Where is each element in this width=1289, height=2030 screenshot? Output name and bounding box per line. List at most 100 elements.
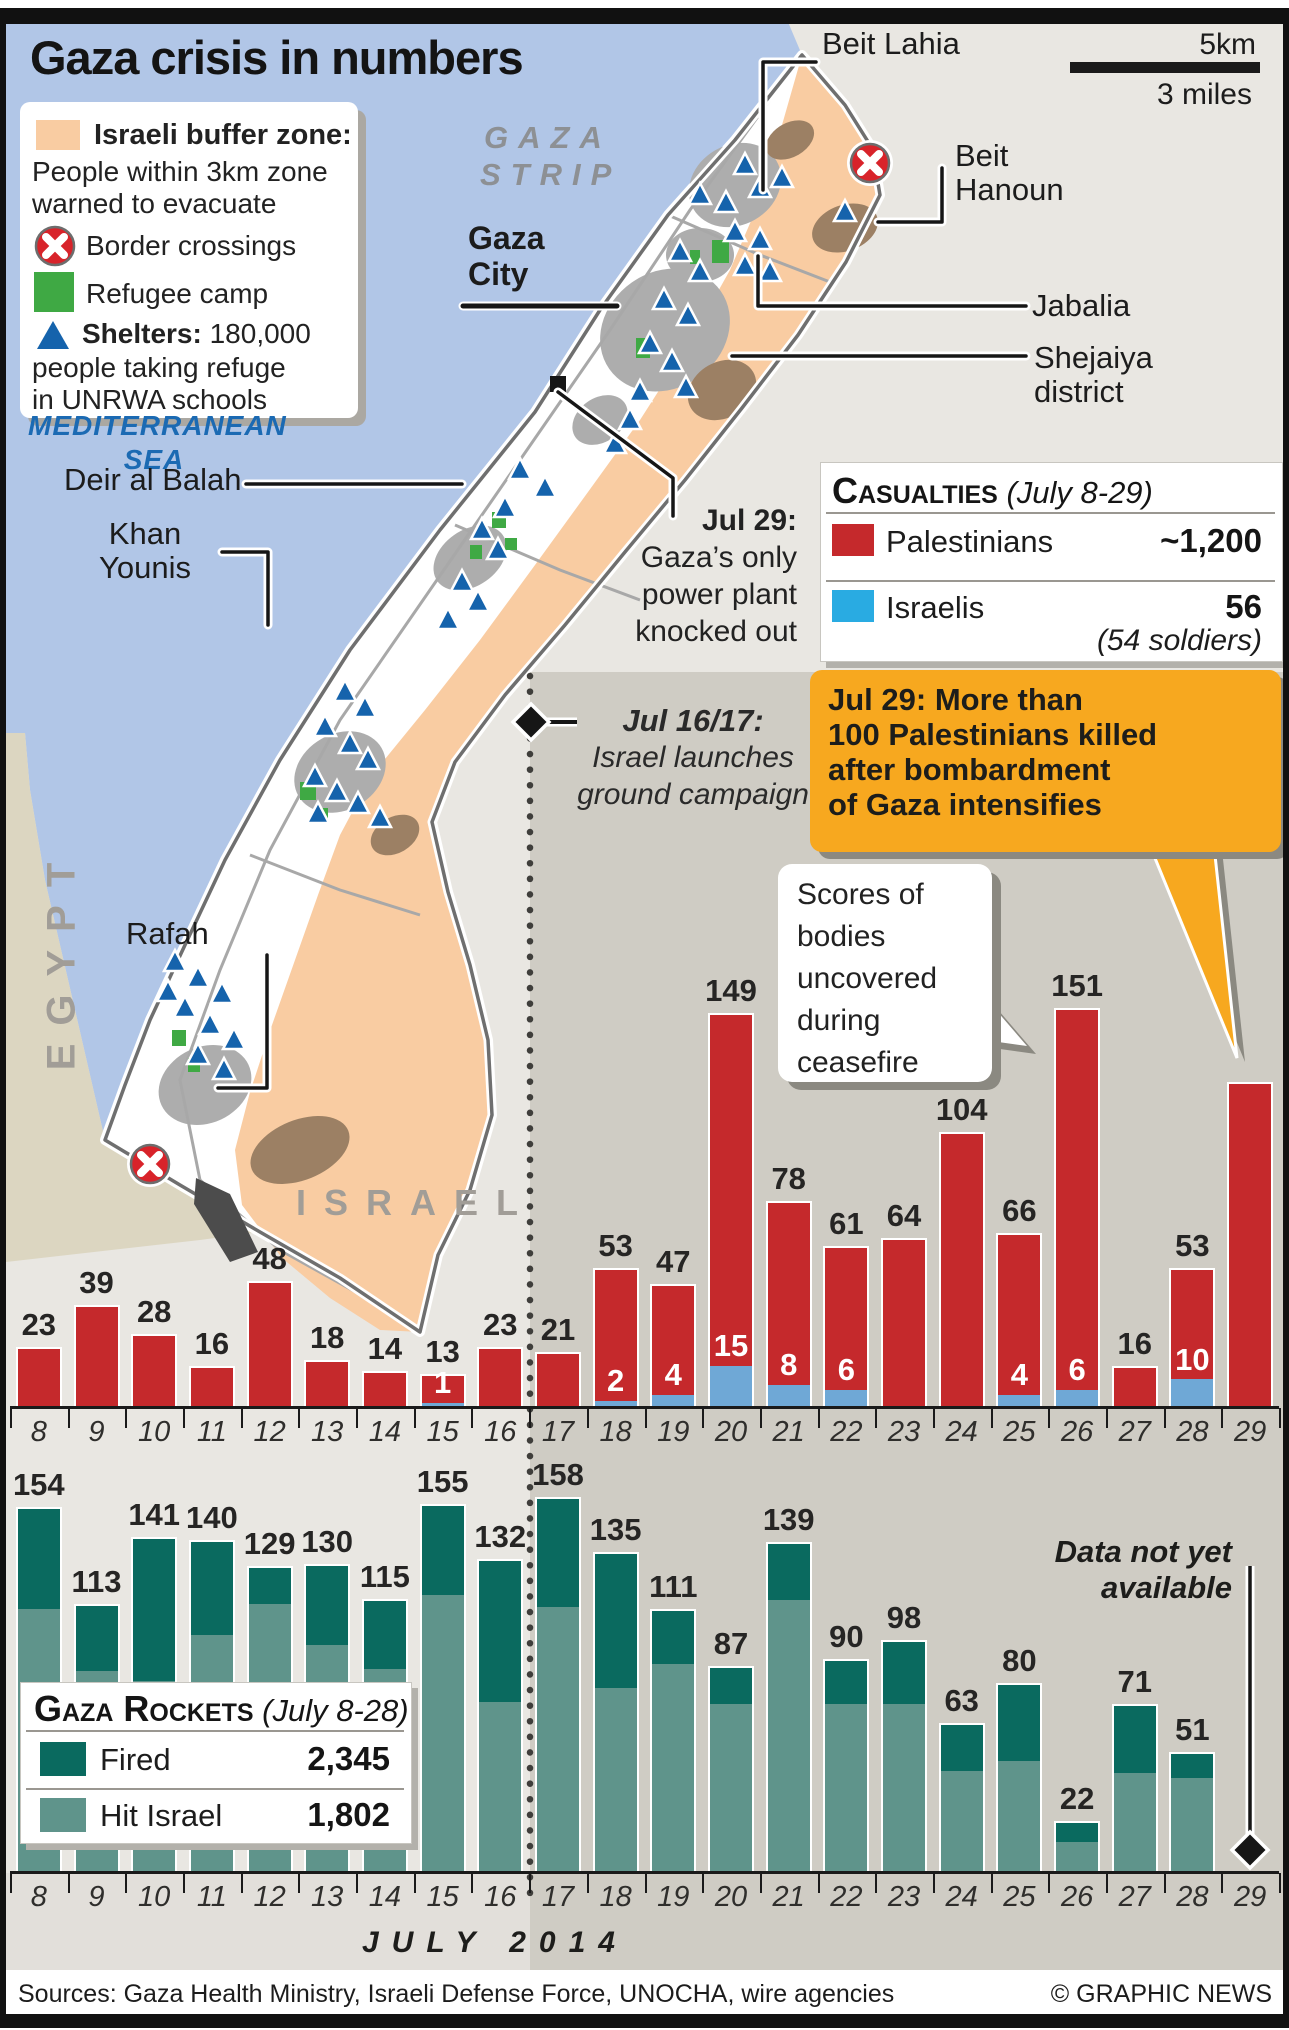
place-deir-al-balah: Deir al Balah — [64, 462, 242, 497]
casualties-tick — [240, 1408, 243, 1428]
sources-strip — [6, 1970, 1283, 2014]
sea-label-line2: SEA — [123, 444, 185, 475]
casualties-value-day-14: 14 — [367, 1330, 403, 1366]
casualties-bar-day-11 — [188, 1365, 235, 1408]
legend-buffer-title: Israeli buffer zone: — [94, 119, 352, 151]
rockets-day-22: 22 — [830, 1881, 863, 1913]
casualties-bar-day-22 — [823, 1246, 870, 1408]
scale-bar — [1070, 62, 1260, 73]
rockets-value-day-20: 87 — [713, 1625, 749, 1661]
region-label-gaza-strip-1: GAZA — [484, 120, 612, 155]
casualties-value-day-10: 28 — [136, 1293, 172, 1329]
place-beit-hanoun-1: Beit — [955, 138, 1009, 173]
shelter-icon — [650, 285, 678, 311]
rockets-day-27: 27 — [1118, 1881, 1151, 1913]
shelter-icon — [448, 567, 476, 593]
casualties-title-caps: Casualties — [832, 470, 998, 511]
scale-label-km: 5km — [1199, 28, 1256, 61]
place-beit-hanoun-2: Hanoun — [955, 172, 1064, 207]
rockets-row2-label: Hit Israel — [100, 1798, 223, 1833]
shelter-icon — [756, 257, 784, 283]
place-khan-younis-2: Younis — [99, 550, 191, 585]
rockets-tick — [990, 1873, 993, 1893]
casualties-tick — [1279, 1408, 1281, 1428]
page-title: Gaza crisis in numbers — [30, 31, 524, 84]
casualties-tick — [125, 1408, 128, 1428]
casualties-day-23: 23 — [887, 1416, 921, 1448]
rockets-tick — [529, 1873, 532, 1893]
bombardment-callout: Jul 29: More than 100 Palestinians kille… — [810, 670, 1281, 852]
frame-top — [0, 8, 1289, 24]
shelter-icon — [336, 729, 364, 755]
rockets-bar-day-21 — [765, 1542, 812, 1873]
shelter-icon — [686, 180, 714, 206]
shelter-icon — [304, 799, 332, 825]
rockets-title: Gaza Rockets (July 8-28) — [34, 1688, 409, 1730]
rockets-tick — [1221, 1873, 1224, 1893]
rockets-value-day-18: 135 — [589, 1511, 642, 1547]
ground-campaign-line3: ground campaign — [577, 778, 809, 811]
frame-left — [0, 8, 6, 2028]
casualties-day-17: 17 — [541, 1416, 575, 1448]
casualties-value-day-11: 16 — [194, 1325, 230, 1361]
rockets-value-day-11: 140 — [186, 1499, 238, 1535]
rockets-bar-day-22 — [823, 1658, 870, 1873]
casualties-axis — [10, 1406, 1279, 1409]
shelter-icon — [184, 1040, 212, 1066]
power-plant-line2: Gaza’s only — [640, 541, 797, 574]
shelter-icon — [491, 493, 519, 519]
leader-lines — [213, 57, 1031, 1093]
israeli-value-day-18: 2 — [606, 1362, 625, 1398]
israeli-value-day-25: 4 — [1010, 1357, 1029, 1393]
airport-shape — [194, 1178, 258, 1262]
border-crossing-icon-rafah — [127, 1141, 173, 1187]
casualties-divider-2 — [826, 580, 1275, 582]
place-rafah: Rafah — [126, 916, 209, 951]
casualties-tick — [759, 1408, 762, 1428]
casualties-bar-day-8 — [15, 1347, 62, 1408]
rockets-tick — [471, 1873, 474, 1893]
rockets-day-13: 13 — [311, 1881, 344, 1913]
rockets-tick — [298, 1873, 301, 1893]
casualties-row1-label: Palestinians — [886, 524, 1054, 559]
casualties-bar-day-21 — [765, 1201, 812, 1408]
casualties-day-19: 19 — [657, 1416, 690, 1448]
casualties-bar-day-14 — [361, 1370, 408, 1408]
rockets-row1-value: 2,345 — [307, 1740, 390, 1777]
rockets-value-day-19: 111 — [649, 1568, 698, 1604]
rockets-day-25: 25 — [1003, 1881, 1036, 1913]
rockets-divider-2 — [26, 1788, 404, 1790]
rockets-bar-day-25 — [996, 1682, 1043, 1873]
casualties-title: Casualties (July 8-29) — [832, 470, 1153, 512]
casualties-day-14: 14 — [368, 1416, 402, 1448]
rockets-tick — [356, 1873, 359, 1893]
casualties-value-day-28: 53 — [1175, 1227, 1210, 1263]
rockets-divider-1 — [26, 1730, 404, 1732]
place-beit-lahia: Beit Lahia — [822, 26, 960, 61]
shelter-triangles — [154, 150, 859, 1081]
rockets-tick — [1163, 1873, 1166, 1893]
shelter-icon — [686, 257, 714, 283]
region-label-egypt: EGYPT — [39, 844, 84, 1071]
casualties-row2-value: 56 — [1225, 588, 1262, 625]
rockets-tick — [125, 1873, 128, 1893]
legend-shelters-bold: Shelters: — [82, 318, 202, 349]
casualties-day-12: 12 — [253, 1416, 286, 1448]
sources-text: Sources: Gaza Health Ministry, Israeli D… — [18, 1980, 895, 2008]
casualties-tick — [298, 1408, 301, 1428]
rockets-bar-day-15 — [419, 1504, 466, 1873]
rockets-day-11: 11 — [196, 1881, 227, 1913]
casualties-tick — [183, 1408, 185, 1428]
refugee-camp-swatch — [34, 272, 74, 312]
rockets-bar-day-20 — [708, 1665, 754, 1873]
rockets-tick — [10, 1873, 12, 1893]
shelter-icon — [731, 150, 759, 176]
shelter-icon — [208, 979, 236, 1005]
israeli-value-day-20: 15 — [713, 1328, 749, 1364]
rockets-day-20: 20 — [714, 1881, 748, 1913]
ceasefire-line1: Scores of — [797, 878, 924, 911]
rockets-value-day-25: 80 — [1002, 1642, 1037, 1678]
casualties-value-day-19: 47 — [656, 1243, 691, 1279]
casualties-value-day-9: 39 — [79, 1264, 114, 1300]
